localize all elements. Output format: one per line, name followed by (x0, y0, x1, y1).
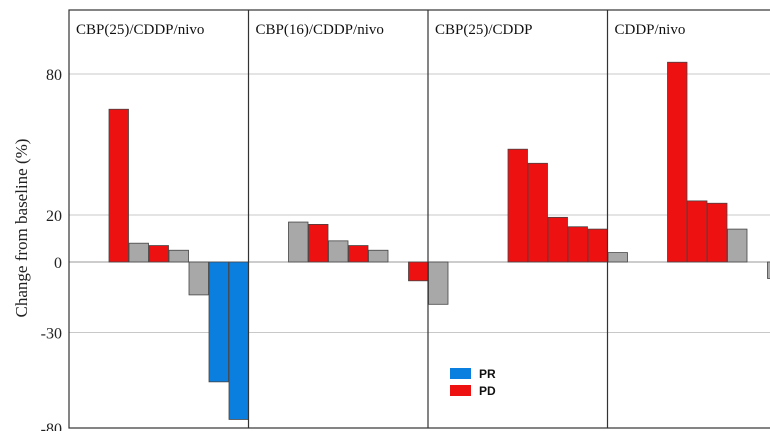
bar (308, 223, 329, 263)
bar (547, 216, 568, 263)
y-axis-ticks: 80 20 0 -30 -80 (41, 67, 62, 431)
y-tick-label: 20 (46, 208, 62, 225)
bar (408, 261, 429, 282)
y-tick-label: 80 (46, 67, 62, 84)
legend-label: PD (479, 384, 496, 398)
bar (587, 228, 608, 263)
panel-titles: CBP(25)/CDDP/nivo CBP(16)/CDDP/nivo CBP(25… (76, 22, 685, 38)
plot-frame (68, 9, 770, 429)
bar (208, 261, 229, 383)
legend-label: PR (479, 367, 496, 381)
bar (567, 226, 588, 263)
bar (168, 249, 189, 263)
legend-swatch (450, 368, 471, 379)
bar (228, 261, 249, 420)
legend: PR PD (450, 367, 496, 398)
bar (188, 261, 209, 296)
bar (148, 245, 169, 263)
bar (108, 108, 129, 263)
panel-title: CBP(25)/CDDP/nivo (76, 22, 204, 38)
bar (607, 252, 628, 263)
panel-title: CDDP/nivo (615, 22, 686, 38)
bar (707, 202, 728, 263)
bar (328, 240, 349, 263)
bar (667, 61, 688, 263)
bar (507, 148, 528, 263)
y-tick-label: -80 (41, 421, 62, 431)
panel-title: CBP(25)/CDDP (435, 22, 533, 38)
bar (128, 242, 149, 263)
bar (727, 228, 748, 263)
bar (368, 249, 389, 263)
y-tick-label: -30 (41, 326, 62, 343)
bar (428, 261, 449, 305)
y-tick-label: 0 (54, 255, 62, 272)
panel-title: CBP(16)/CDDP/nivo (256, 22, 384, 38)
bar (687, 200, 708, 263)
y-axis-label: Change from baseline (%) (12, 139, 31, 318)
bar (767, 261, 770, 279)
bars-layer (108, 61, 770, 420)
bar (527, 162, 548, 263)
bar (348, 245, 369, 263)
bar (288, 221, 309, 263)
frame-layer (68, 9, 770, 429)
legend-swatch (450, 385, 471, 396)
